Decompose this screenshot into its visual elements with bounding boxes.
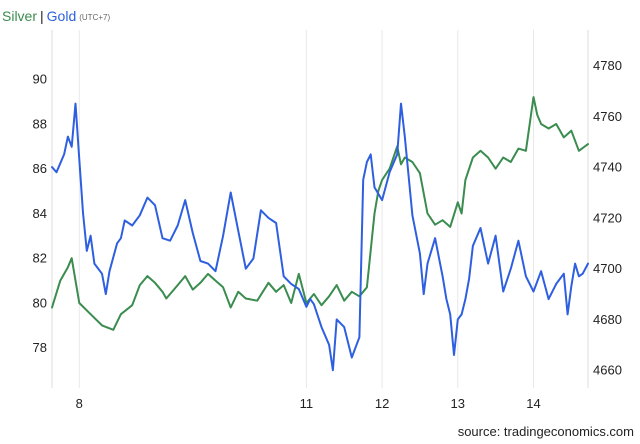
right-y-tick-label: 4660 — [593, 363, 622, 378]
right-y-tick-label: 4780 — [593, 58, 622, 73]
series-line-silver — [51, 96, 589, 331]
right-y-tick-label: 4740 — [593, 160, 622, 175]
x-tick-label: 11 — [300, 396, 314, 411]
right-y-tick-label: 4700 — [593, 261, 622, 276]
legend-gold[interactable]: Gold — [46, 8, 77, 24]
x-tick-label: 8 — [76, 396, 83, 411]
left-y-tick-label: 78 — [33, 340, 47, 355]
source-credit[interactable]: source: tradingeconomics.com — [457, 424, 634, 439]
right-y-tick-label: 4760 — [593, 109, 622, 124]
right-y-tick-label: 4720 — [593, 210, 622, 225]
left-y-tick-label: 86 — [33, 161, 47, 176]
legend-separator: | — [40, 8, 44, 24]
left-y-tick-label: 80 — [33, 295, 47, 310]
x-tick-label: 14 — [526, 396, 540, 411]
chart-legend: Silver | Gold (UTC+7) — [2, 7, 110, 27]
legend-timezone: (UTC+7) — [79, 13, 111, 22]
left-y-tick-label: 84 — [33, 206, 47, 221]
x-tick-label: 13 — [451, 396, 465, 411]
legend-silver[interactable]: Silver — [2, 8, 38, 24]
left-y-tick-label: 90 — [33, 72, 47, 87]
x-tick-label: 12 — [375, 396, 389, 411]
right-y-tick-label: 4680 — [593, 312, 622, 327]
left-y-tick-label: 82 — [33, 251, 47, 266]
series-line-gold — [51, 102, 589, 372]
left-y-tick-label: 88 — [33, 116, 47, 131]
